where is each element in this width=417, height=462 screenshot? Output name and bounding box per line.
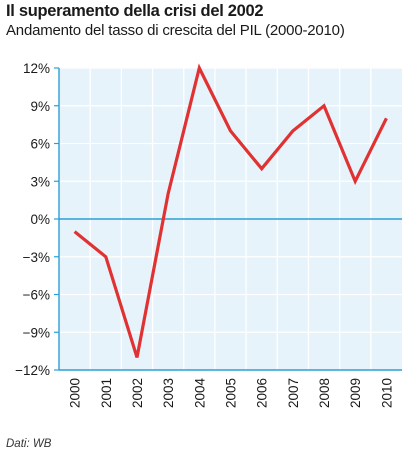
x-tick-label: 2004 — [192, 378, 207, 409]
y-tick-label: −9% — [23, 325, 50, 340]
x-tick-label: 2009 — [348, 378, 363, 408]
x-tick-label: 2007 — [286, 378, 301, 408]
x-tick-label: 2008 — [317, 378, 332, 408]
y-tick-label: 12% — [23, 61, 50, 76]
x-tick-label: 2000 — [68, 378, 83, 408]
x-tick-label: 2002 — [130, 378, 145, 408]
y-tick-label: −6% — [23, 288, 50, 303]
chart-subtitle: Andamento del tasso di crescita del PIL … — [6, 22, 345, 39]
y-tick-label: −12% — [15, 363, 50, 378]
chart-area: 12% 9% 6% 3% 0% −3% −6% −9% −12% 2000 2001 2002 2003… — [0, 52, 417, 422]
data-source: Dati: WB — [6, 438, 52, 450]
chart-title: Il superamento della crisi del 2002 — [6, 2, 264, 20]
x-tick-label: 2005 — [224, 378, 239, 408]
line-chart: 12% 9% 6% 3% 0% −3% −6% −9% −12% 2000 2001 2002 2003… — [15, 61, 402, 409]
x-tick-label: 2001 — [99, 378, 114, 408]
y-tick-label: 9% — [30, 99, 50, 114]
x-tick-label: 2003 — [161, 378, 176, 408]
y-tick-label: 3% — [30, 174, 50, 189]
x-tick-label: 2010 — [379, 378, 394, 408]
y-tick-label: 6% — [30, 137, 50, 152]
y-tick-label: 0% — [30, 212, 50, 227]
series-line — [73, 63, 388, 358]
x-tick-label: 2006 — [255, 378, 270, 408]
y-tick-label: −3% — [23, 250, 50, 265]
